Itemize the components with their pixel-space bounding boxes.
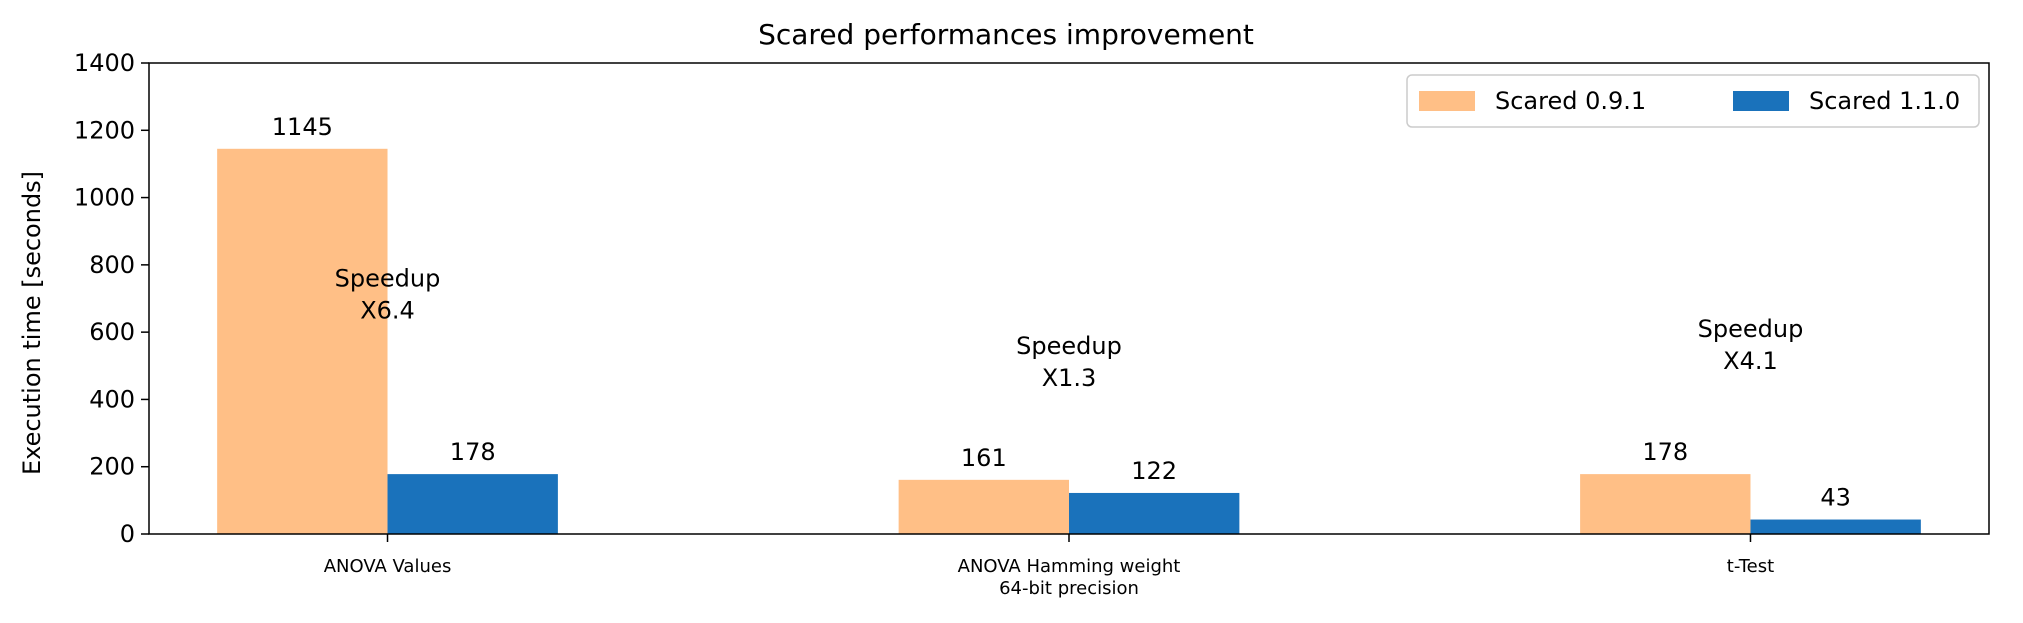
bar-s0-c2 xyxy=(1580,474,1751,534)
y-tick-label-5: 1000 xyxy=(74,184,135,212)
y-axis-label: Execution time [seconds] xyxy=(18,171,46,475)
bar-s1-c2 xyxy=(1750,519,1921,534)
y-tick-label-4: 800 xyxy=(89,251,135,279)
legend-swatch-1 xyxy=(1733,91,1789,111)
speedup-annotation-1-line-1: X1.3 xyxy=(1042,364,1097,392)
y-tick-label-0: 0 xyxy=(120,520,135,548)
data-label-s0-c0: 1145 xyxy=(272,113,333,141)
plot-frame xyxy=(148,62,1990,535)
y-tick-label-3: 600 xyxy=(89,318,135,346)
legend: Scared 0.9.1 Scared 1.1.0 xyxy=(1406,74,1980,128)
data-label-s0-c1: 161 xyxy=(961,444,1007,472)
bar-s1-c1 xyxy=(1069,492,1240,534)
data-label-s1-c1: 122 xyxy=(1131,457,1177,485)
legend-label-0: Scared 0.9.1 xyxy=(1495,87,1646,115)
bar-s1-c0 xyxy=(387,474,558,534)
speedup-annotation-2-line-0: Speedup xyxy=(1698,315,1804,343)
legend-swatch-0 xyxy=(1419,91,1475,111)
legend-label-1: Scared 1.1.0 xyxy=(1809,87,1960,115)
bar-s0-c1 xyxy=(898,479,1069,534)
x-tick-label-1-line-1: 64-bit precision xyxy=(999,578,1139,599)
data-label-s1-c0: 178 xyxy=(450,438,496,466)
bars-layer: 1145 161 178 178 122 43 xyxy=(217,113,1921,534)
speedup-annotation-0-line-0: Speedup xyxy=(335,265,441,293)
x-tick-label-2-line-0: t-Test xyxy=(1727,556,1774,577)
speedup-annotation-2-line-1: X4.1 xyxy=(1723,347,1778,375)
y-axis: 0 200 400 600 800 1000 1200 1400 xyxy=(74,49,149,548)
speedup-annotation-0-line-1: X6.4 xyxy=(360,297,415,325)
y-tick-label-6: 1200 xyxy=(74,116,135,144)
bar-s0-c0 xyxy=(217,148,388,534)
y-tick-label-7: 1400 xyxy=(74,49,135,77)
speedup-annotations: Speedup X6.4 Speedup X1.3 Speedup X4.1 xyxy=(335,265,1804,392)
chart-title: Scared performances improvement xyxy=(758,18,1254,51)
x-tick-label-0-line-0: ANOVA Values xyxy=(324,556,452,577)
data-label-s1-c2: 43 xyxy=(1820,484,1851,512)
speedup-annotation-1-line-0: Speedup xyxy=(1016,332,1122,360)
legend-box xyxy=(1406,74,1980,128)
x-tick-label-1-line-0: ANOVA Hamming weight xyxy=(958,556,1181,577)
data-label-s0-c2: 178 xyxy=(1642,438,1688,466)
y-tick-label-2: 400 xyxy=(89,385,135,413)
y-tick-label-1: 200 xyxy=(89,453,135,481)
